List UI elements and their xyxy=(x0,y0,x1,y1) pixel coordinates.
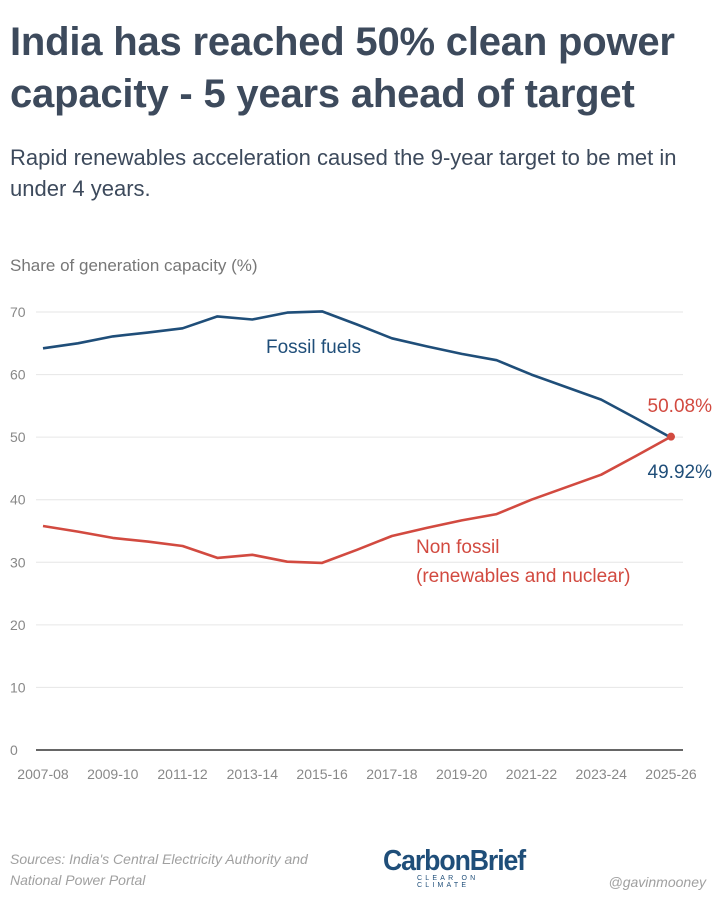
non-fossil-line xyxy=(42,435,672,565)
chart-title: India has reached 50% clean power capaci… xyxy=(10,20,675,116)
chart-subtitle: Rapid renewables acceleration caused the… xyxy=(10,145,677,201)
sources-note: Sources: India's Central Electricity Aut… xyxy=(10,851,308,888)
end-point-marker xyxy=(667,432,675,441)
x-tick-label: 2015-16 xyxy=(296,766,348,782)
logo-name: CarbonBrief xyxy=(383,845,526,877)
x-tick-label: 2025-26 xyxy=(645,766,697,782)
y-tick-label: 70 xyxy=(10,304,26,320)
non-fossil-label: Non fossil xyxy=(416,537,499,558)
y-tick-label: 40 xyxy=(10,492,26,508)
y-tick-label: 0 xyxy=(10,742,18,758)
non-fossil-end-value: 50.08% xyxy=(648,396,713,417)
y-tick-label: 50 xyxy=(10,429,26,445)
x-tick-label: 2011-12 xyxy=(157,766,208,782)
x-tick-label: 2013-14 xyxy=(227,766,279,782)
x-tick-label: 2023-24 xyxy=(576,766,628,782)
logo-tagline: CLEAR ON CLIMATE xyxy=(417,875,479,889)
fossil-fuels-label: Fossil fuels xyxy=(266,337,361,358)
x-tick-label: 2017-18 xyxy=(366,766,418,782)
y-axis-label: Share of generation capacity (%) xyxy=(10,256,258,275)
y-tick-label: 30 xyxy=(10,554,26,570)
y-tick-label: 10 xyxy=(10,679,26,695)
x-tick-label: 2021-22 xyxy=(506,766,558,782)
carbonbrief-logo: CarbonBrief CLEAR ON CLIMATE xyxy=(383,846,533,889)
fossil-fuels-end-value: 49.92% xyxy=(648,462,713,483)
x-tick-label: 2009-10 xyxy=(87,766,139,782)
y-tick-label: 60 xyxy=(10,367,26,383)
fossil-fuels-line xyxy=(42,310,672,439)
x-tick-label: 2019-20 xyxy=(436,766,488,782)
author-handle: @gavinmooney xyxy=(608,874,707,890)
non-fossil-label-line2: (renewables and nuclear) xyxy=(416,566,630,587)
x-tick-label: 2007-08 xyxy=(17,766,69,782)
y-tick-label: 20 xyxy=(10,617,26,633)
